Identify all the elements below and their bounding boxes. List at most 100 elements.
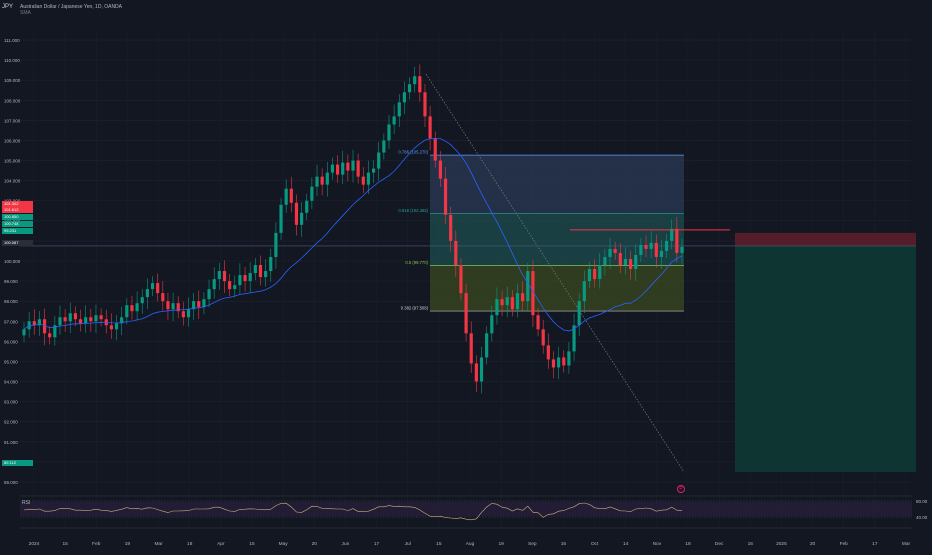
candle [438, 160, 442, 179]
x-tick-label: Jun [342, 541, 350, 547]
y-tick-label: 89.000 [4, 480, 18, 485]
candle [402, 92, 406, 103]
x-tick-label: 19 [125, 541, 131, 547]
x-tick-label: Jul [405, 541, 411, 547]
fib-zone [430, 213, 684, 266]
candle [315, 176, 319, 187]
candle [305, 200, 309, 213]
candle [675, 228, 679, 253]
x-tick-label: 15 [249, 541, 255, 547]
candle [670, 228, 674, 241]
candle [58, 317, 62, 326]
fib-level-label: 0.382 (97.508) [401, 306, 429, 311]
candle [500, 299, 504, 306]
candle [454, 240, 458, 266]
candle [22, 329, 26, 336]
symbol-label[interactable]: JPY [2, 4, 14, 10]
candle [89, 317, 93, 322]
bottom-price-tag: 89.112 [2, 460, 33, 466]
candle [279, 204, 283, 233]
candle [73, 313, 77, 320]
candle [186, 309, 191, 318]
rsi-label[interactable]: RSI [22, 500, 31, 506]
candle [608, 248, 612, 257]
candle [243, 275, 247, 282]
candle [613, 248, 617, 253]
candle [156, 283, 160, 294]
candle [418, 76, 422, 93]
candle [310, 186, 314, 201]
x-tick-label: 19 [498, 541, 504, 547]
candle [382, 140, 386, 153]
candle [510, 297, 514, 310]
candle [125, 305, 129, 318]
x-tick-label: Feb [92, 541, 101, 547]
trend-line [425, 74, 685, 473]
candle [371, 168, 376, 173]
price-tag: 101.612 [2, 207, 33, 213]
y-tick-label: 93.000 [4, 400, 18, 405]
x-tick-label: 2025 [776, 541, 787, 547]
candle [228, 281, 232, 290]
x-tick-label: Apr [217, 541, 225, 547]
rsi-line [23, 502, 683, 521]
candle [222, 271, 227, 282]
candle [459, 265, 463, 294]
candle [587, 269, 592, 282]
candle [53, 325, 57, 338]
x-tick-label: May [279, 541, 289, 547]
candle [659, 250, 664, 257]
candle [289, 188, 293, 203]
y-tick-label: 97.000 [4, 319, 18, 324]
x-tick-label: 18 [187, 541, 193, 547]
x-tick-label: Oct [591, 541, 599, 547]
candle [474, 363, 478, 382]
y-tick-label: 106.000 [4, 138, 21, 143]
candle [114, 323, 119, 330]
take-profit-zone [735, 245, 916, 472]
x-tick-label: 17 [872, 541, 878, 547]
candle [207, 289, 211, 300]
y-tick-label: 95.000 [4, 359, 18, 364]
x-tick-label: Nov [653, 541, 662, 547]
y-tick-label: 91.000 [4, 440, 18, 445]
alert-marker-icon[interactable]: P [677, 485, 685, 493]
y-tick-label: 104.000 [4, 179, 21, 184]
candle [192, 301, 196, 310]
candle [300, 212, 304, 225]
x-tick-label: 20 [810, 541, 816, 547]
candle [140, 297, 144, 304]
fib-level-label: 0.786 (105.270) [398, 150, 428, 155]
candle [598, 265, 602, 280]
x-tick-label: 16 [748, 541, 754, 547]
fib-zone [430, 265, 684, 312]
y-tick-label: 94.000 [4, 380, 18, 385]
indicator-label[interactable]: SMA [20, 10, 31, 16]
candle [443, 178, 448, 215]
candle [197, 301, 201, 308]
sma-line [23, 137, 683, 332]
candle [407, 84, 412, 93]
candle [546, 345, 550, 360]
candle [84, 317, 88, 324]
candle [68, 313, 72, 322]
y-tick-label: 96.000 [4, 339, 18, 344]
x-tick-label: Sep [528, 541, 537, 547]
candle [536, 315, 540, 330]
candle [264, 271, 268, 278]
x-tick-label: 2024 [29, 541, 40, 547]
x-tick-label: Mar [154, 541, 163, 547]
candle [541, 329, 545, 346]
rsi-level-label: 80.00 [916, 499, 928, 504]
candle [644, 244, 648, 249]
candle [495, 299, 499, 316]
candle [99, 315, 103, 320]
candle [346, 162, 350, 171]
candle [94, 315, 98, 322]
candle [248, 273, 252, 282]
candle [150, 283, 155, 290]
candle [392, 116, 396, 125]
candle [562, 357, 566, 366]
